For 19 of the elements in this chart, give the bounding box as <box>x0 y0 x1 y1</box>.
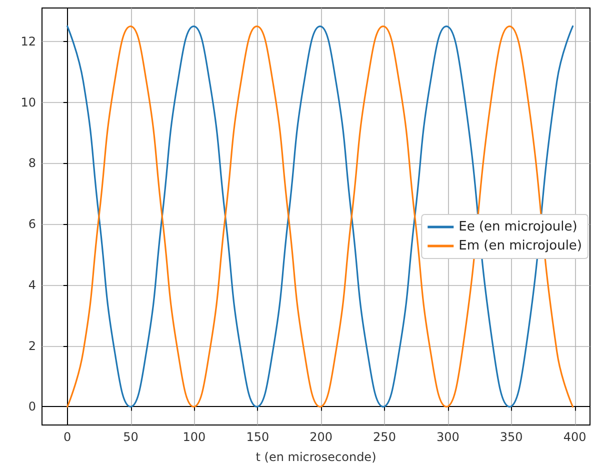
x-tick-label: 150 <box>246 430 270 444</box>
x-tick-label: 100 <box>182 430 206 444</box>
legend-label: Ee (en microjoule) <box>458 220 578 234</box>
legend-label: Em (en microjoule) <box>458 238 582 254</box>
x-tick-label: 250 <box>373 430 396 444</box>
x-tick-label: 50 <box>123 430 138 444</box>
x-axis-title: t (en microseconde) <box>256 450 376 464</box>
x-tick-label: 300 <box>436 430 460 444</box>
y-tick-label: 10 <box>20 95 36 110</box>
y-tick-label: 12 <box>20 34 36 48</box>
y-tick-label: 8 <box>28 156 36 170</box>
y-tick-label: 6 <box>28 217 36 232</box>
y-tick-label: 2 <box>28 338 36 353</box>
y-tick-label: 0 <box>28 400 36 414</box>
x-tick-label: 200 <box>310 430 333 444</box>
x-tick-label: 0 <box>64 430 72 444</box>
x-tick-label: 400 <box>563 430 586 444</box>
x-tick-label: 350 <box>500 430 523 444</box>
y-tick-label: 4 <box>28 278 36 292</box>
